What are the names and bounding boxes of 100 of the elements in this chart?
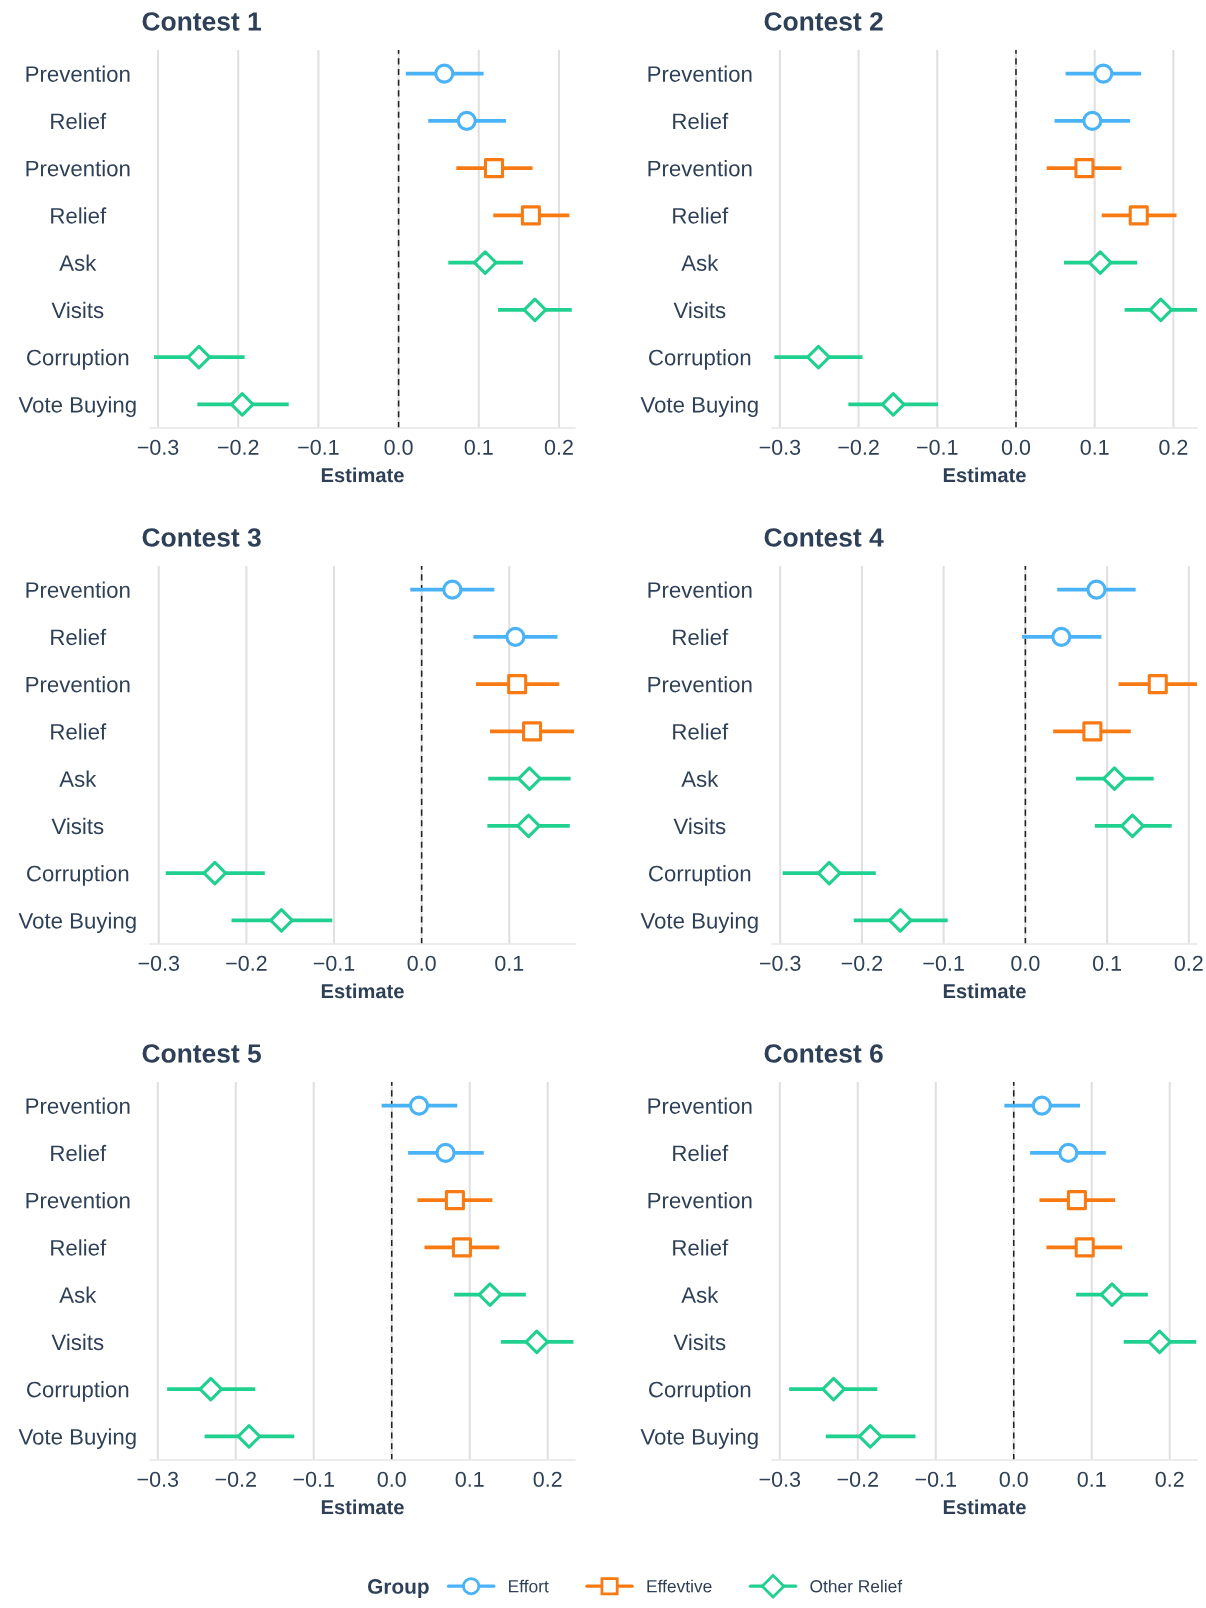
chart-title: Contest 4	[764, 528, 884, 547]
point	[198, 1376, 224, 1402]
x-tick-label: −0.3	[759, 439, 801, 455]
point	[1082, 110, 1103, 131]
y-tick-label: Relief	[673, 207, 729, 224]
y-tick-label: Prevention	[26, 676, 130, 693]
legend-label: Effort	[509, 1579, 549, 1593]
y-tick-label: Relief	[673, 628, 729, 646]
point	[857, 1424, 883, 1449]
x-tick-label: −0.3	[759, 955, 801, 971]
point	[434, 63, 455, 84]
y-tick-label: Ask	[681, 770, 719, 787]
x-tick-label: 0.0	[407, 955, 436, 971]
x-tick-label: −0.2	[218, 439, 259, 455]
point	[1148, 297, 1174, 323]
y-tick-label: Visits	[51, 301, 104, 319]
y-tick-label: Ask	[681, 1286, 719, 1303]
y-tick-label: Prevention	[26, 160, 130, 177]
point	[269, 908, 294, 933]
point	[1051, 626, 1072, 647]
x-tick-label: 0.0	[377, 1471, 406, 1487]
y-tick-label: Relief	[51, 207, 107, 224]
chart-title: Contest 5	[142, 1044, 261, 1063]
x-tick-label: −0.2	[215, 1471, 256, 1487]
y-tick-label: Ask	[59, 1286, 97, 1303]
x-tick-label: −0.2	[837, 1471, 878, 1487]
x-tick-label: −0.1	[293, 1471, 334, 1487]
y-tick-label: Prevention	[26, 65, 130, 82]
y-tick-label: Relief	[673, 1144, 729, 1162]
point	[483, 158, 505, 179]
point	[821, 1376, 846, 1402]
point	[1058, 1142, 1079, 1163]
y-tick-label: Vote Buying	[640, 396, 758, 418]
x-tick-label: −0.2	[841, 955, 883, 971]
point	[451, 1237, 472, 1258]
point	[1074, 1237, 1095, 1258]
point	[1099, 1282, 1125, 1307]
x-tick-label: −0.2	[838, 439, 879, 455]
point	[522, 297, 548, 323]
x-tick-label: 0.0	[1011, 955, 1040, 971]
y-tick-label: Ask	[59, 770, 97, 787]
x-tick-label: 0.1	[1080, 439, 1109, 455]
point	[1147, 674, 1168, 695]
x-tick-label: −0.1	[298, 439, 339, 455]
x-tick-label: 0.1	[455, 1471, 484, 1487]
y-tick-label: Visits	[51, 817, 104, 835]
y-tick-label: Relief	[673, 112, 729, 130]
point	[524, 1329, 550, 1355]
point	[444, 1190, 465, 1211]
point	[522, 721, 543, 742]
chart-title: Contest 1	[142, 12, 261, 31]
x-axis-title: Estimate	[321, 1499, 404, 1515]
y-tick-label: Corruption	[27, 1381, 129, 1402]
x-tick-label: 0.0	[999, 1471, 1028, 1487]
point	[516, 813, 541, 839]
x-tick-label: −0.3	[137, 439, 179, 455]
point	[517, 766, 542, 791]
x-tick-label: 0.2	[544, 439, 573, 455]
y-tick-label: Relief	[51, 1239, 107, 1256]
x-tick-label: 0.1	[495, 955, 524, 971]
x-tick-label: 0.1	[464, 439, 493, 455]
y-tick-label: Prevention	[648, 65, 752, 82]
point	[816, 860, 842, 886]
x-axis-title: Estimate	[321, 467, 404, 483]
x-tick-label: −0.1	[917, 439, 958, 455]
y-tick-label: Corruption	[649, 349, 751, 370]
point	[1074, 158, 1095, 179]
point	[202, 860, 228, 886]
x-tick-label: 0.1	[1092, 955, 1122, 971]
y-tick-label: Corruption	[649, 865, 751, 886]
x-axis-title: Estimate	[943, 1499, 1026, 1515]
y-tick-label: Vote Buying	[18, 912, 136, 934]
x-tick-label: 0.0	[384, 439, 413, 455]
x-tick-label: 0.0	[1001, 439, 1031, 455]
y-tick-label: Relief	[51, 1144, 107, 1162]
point	[1093, 63, 1114, 84]
y-tick-label: Prevention	[26, 581, 130, 598]
y-tick-label: Ask	[59, 254, 97, 271]
chart-title: Contest 2	[764, 12, 883, 31]
point	[1087, 250, 1113, 275]
point	[456, 110, 477, 131]
y-tick-label: Prevention	[648, 581, 752, 598]
y-tick-label: Prevention	[648, 160, 752, 177]
x-tick-label: −0.1	[915, 1471, 956, 1487]
y-tick-label: Corruption	[27, 349, 129, 370]
chart-title: Contest 6	[764, 1044, 883, 1063]
legend-label: Other Relief	[810, 1579, 903, 1593]
x-tick-label: −0.3	[138, 955, 180, 971]
x-axis-title: Estimate	[943, 983, 1026, 999]
y-tick-label: Ask	[681, 254, 719, 271]
y-tick-label: Visits	[673, 1333, 726, 1351]
y-tick-label: Prevention	[26, 1097, 130, 1114]
legend-label: Effevtive	[647, 1579, 712, 1593]
point	[409, 1095, 430, 1116]
y-tick-label: Prevention	[648, 1097, 752, 1114]
point	[229, 392, 255, 417]
point	[507, 674, 528, 695]
x-axis-title: Estimate	[943, 467, 1026, 483]
x-tick-label: 0.2	[1155, 1471, 1184, 1487]
point	[1128, 205, 1149, 226]
